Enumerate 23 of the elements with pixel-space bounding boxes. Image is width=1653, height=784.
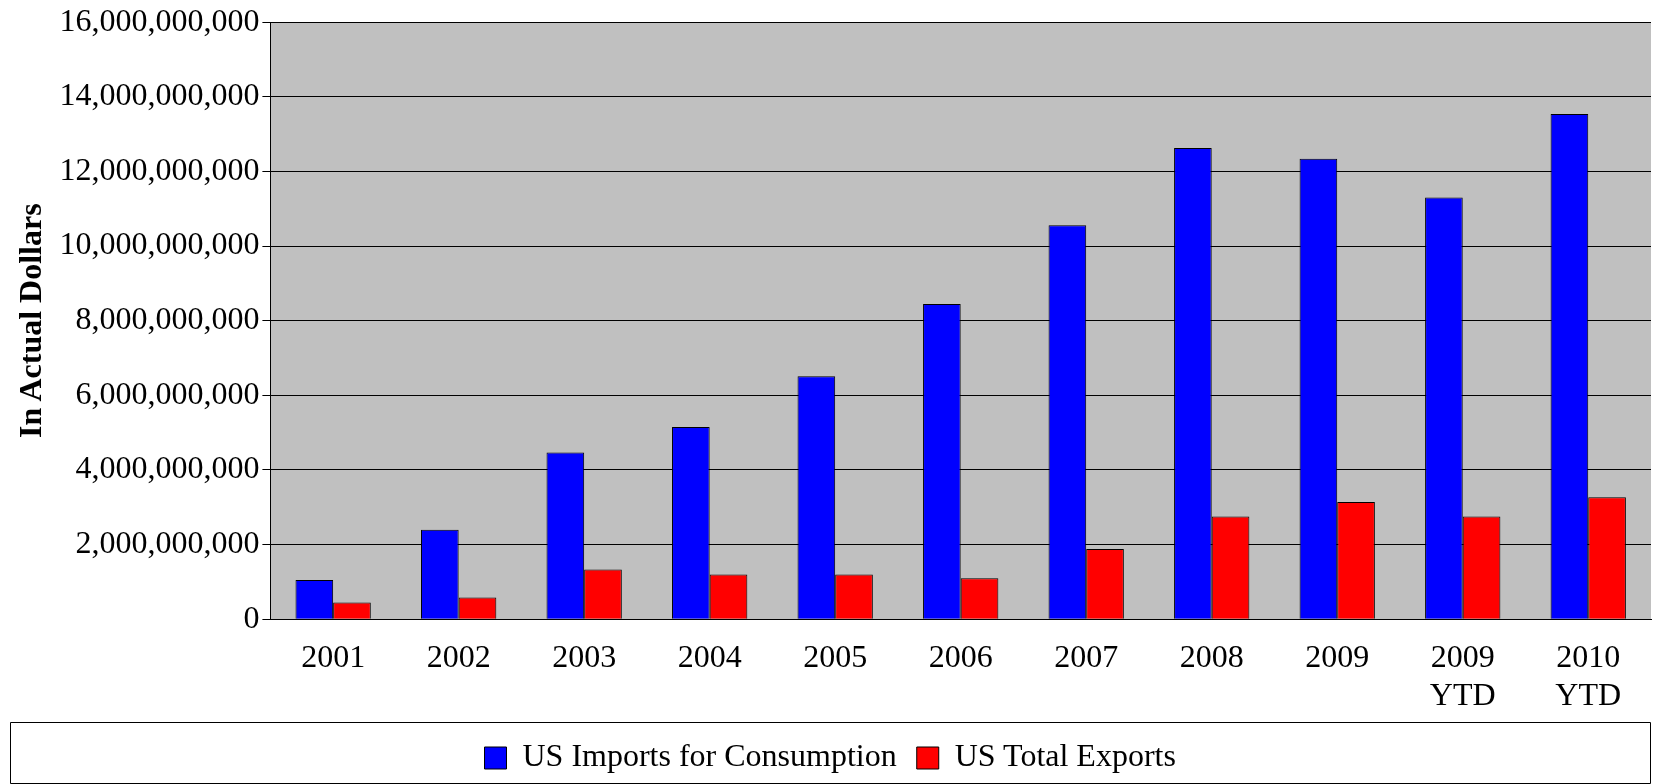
y-tick-label: 12,000,000,000 xyxy=(59,150,260,187)
x-tick-label: 2002 xyxy=(426,637,491,674)
x-tick-label: 2010 YTD xyxy=(1555,637,1622,713)
y-tick-label: 2,000,000,000 xyxy=(75,523,260,560)
y-tick-label: 10,000,000,000 xyxy=(59,225,260,262)
x-tick-label: 2009 YTD xyxy=(1429,637,1496,713)
x-tick-label: 2008 xyxy=(1179,637,1244,674)
y-tick-label: 6,000,000,000 xyxy=(75,374,260,411)
x-tick-label: 2001 xyxy=(301,637,366,674)
x-tick-label: 2006 xyxy=(928,637,993,674)
x-tick-label: 2004 xyxy=(677,637,742,674)
y-tick-label: 8,000,000,000 xyxy=(75,300,260,337)
x-tick-label: 2007 xyxy=(1054,637,1119,674)
y-tick-label: 0 xyxy=(243,598,260,635)
legend-label: US Imports for Consumption xyxy=(522,737,897,774)
y-axis-title: In Actual Dollars xyxy=(12,203,49,439)
y-tick-label: 16,000,000,000 xyxy=(59,1,260,38)
legend-label: US Total Exports xyxy=(954,737,1176,774)
y-tick-label: 14,000,000,000 xyxy=(59,76,260,113)
x-tick-label: 2009 xyxy=(1305,637,1370,674)
x-tick-label: 2005 xyxy=(803,637,868,674)
y-tick-label: 4,000,000,000 xyxy=(75,449,260,486)
x-tick-label: 2003 xyxy=(552,637,617,674)
